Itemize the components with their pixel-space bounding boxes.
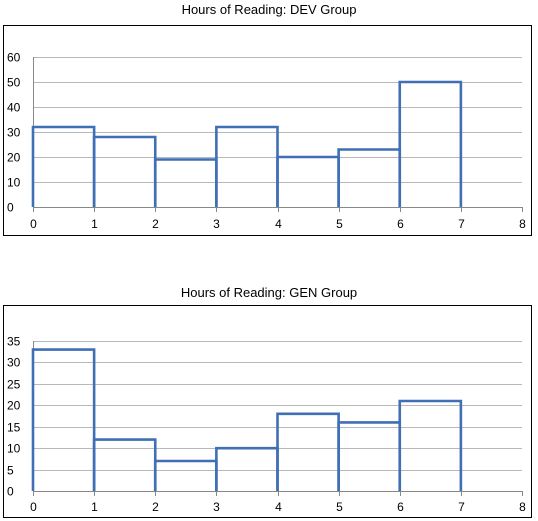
x-tick-label: 3	[213, 217, 220, 231]
y-tick-label: 5	[7, 464, 14, 478]
x-tick-label: 4	[275, 217, 282, 231]
x-tick-label: 5	[336, 217, 343, 231]
chart-plot-dev: 0 10 20 30 40 50 60 0 1 2 3 4 5 6 7 8	[7, 51, 526, 232]
x-tick-label: 6	[397, 217, 404, 231]
histogram-bar	[398, 80, 463, 207]
x-tick-label: 6	[397, 500, 404, 514]
histogram-bar	[153, 459, 218, 491]
histogram-bar	[337, 148, 402, 207]
histogram-bar	[337, 421, 402, 491]
histogram-bar	[215, 125, 279, 207]
chart-panel-dev: Hours of Reading: DEV Group 0 10 20 30 40 50 6…	[0, 0, 538, 260]
histogram-bar	[215, 446, 279, 491]
y-tick-label: 15	[7, 421, 21, 435]
chart-panel-gen: Hours of Reading: GEN Group 0 5 10 15 20 25 30…	[0, 282, 538, 521]
histogram-bar	[92, 438, 157, 491]
y-tick-label: 40	[7, 101, 21, 115]
y-tick-label: 10	[7, 442, 21, 456]
y-tick-label: 30	[7, 126, 21, 140]
chart-frame	[3, 25, 532, 236]
x-tick-label: 1	[91, 500, 98, 514]
histogram-bar	[398, 399, 463, 491]
x-tick-label: 7	[458, 217, 465, 231]
chart-plot-gen: 0 5 10 15 20 25 30 35 0 1 2 3 4 5 6 7 8	[7, 335, 526, 515]
y-tick-label: 25	[7, 378, 21, 392]
y-tick-label: 0	[7, 201, 14, 215]
chart-title: Hours of Reading: GEN Group	[180, 285, 358, 300]
y-tick-label: 20	[7, 151, 21, 165]
histogram-bar	[276, 412, 340, 491]
y-tick-label: 30	[7, 356, 21, 370]
x-tick-label: 8	[519, 217, 526, 231]
x-tick-label: 8	[519, 500, 526, 514]
x-tick-label: 2	[152, 500, 159, 514]
y-tick-label: 50	[7, 76, 21, 90]
x-tick-label: 3	[213, 500, 220, 514]
x-tick-label: 5	[336, 500, 343, 514]
y-tick-label: 35	[7, 335, 21, 349]
histogram-bar	[92, 135, 157, 207]
x-tick-label: 0	[30, 500, 37, 514]
y-tick-label: 0	[7, 485, 14, 499]
x-tick-label: 4	[275, 500, 282, 514]
y-tick-label: 20	[7, 399, 21, 413]
histogram-bar	[153, 158, 218, 207]
x-tick-label: 1	[91, 217, 98, 231]
x-tick-label: 0	[30, 217, 37, 231]
chart-frame	[3, 305, 532, 518]
histogram-bar	[31, 348, 96, 491]
y-tick-label: 60	[7, 51, 21, 65]
x-tick-label: 7	[458, 500, 465, 514]
x-tick-label: 2	[152, 217, 159, 231]
y-tick-label: 10	[7, 176, 21, 190]
histogram-bar	[31, 125, 96, 207]
chart-title: Hours of Reading: DEV Group	[181, 2, 357, 17]
